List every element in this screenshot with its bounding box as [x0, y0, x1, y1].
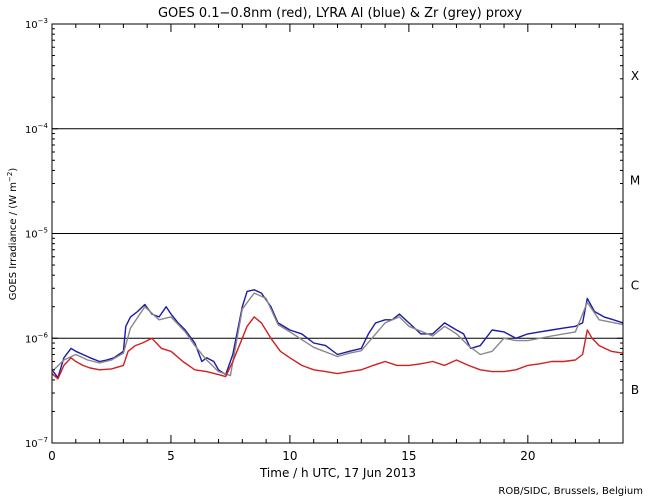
x-tick-label: 10	[282, 449, 297, 463]
series-layer	[51, 289, 624, 380]
series-line-0	[51, 289, 624, 379]
credit-text: ROB/SIDC, Brussels, Belgium	[498, 486, 643, 497]
flare-class-label-b: B	[631, 383, 639, 397]
flare-class-label-x: X	[631, 69, 639, 83]
flare-class-label-c: C	[631, 278, 639, 292]
series-line-1	[51, 292, 624, 377]
flare-class-label-m: M	[630, 174, 640, 188]
y-tick-label: 10−7	[25, 436, 48, 450]
axes-layer: 10−7 10−6 10−5 10−4 10−3 0 5 10 15 20 B C M X	[25, 17, 640, 463]
x-tick-label: 5	[167, 449, 175, 463]
y-tick-label: 10−6	[25, 331, 49, 345]
y-axis-label: GOES Irradiance / (W m−2)	[6, 168, 19, 301]
chart-title: GOES 0.1−0.8nm (red), LYRA Al (blue) & Z…	[158, 6, 522, 21]
y-tick-label: 10−5	[25, 227, 48, 241]
x-tick-label: 20	[520, 449, 535, 463]
x-tick-label: 0	[48, 449, 56, 463]
y-tick-label: 10−4	[25, 122, 49, 136]
plot-area	[52, 128, 623, 339]
y-axis-label-tail: )	[8, 168, 19, 172]
x-tick-label: 15	[401, 449, 416, 463]
y-axis-label-main: GOES Irradiance / (W m	[8, 182, 19, 300]
x-axis-label: Time / h UTC, 17 Jun 2013	[259, 466, 416, 480]
series-line-2	[51, 316, 624, 380]
y-tick-label: 10−3	[25, 17, 48, 31]
y-axis-label-exp: −2	[6, 172, 14, 182]
